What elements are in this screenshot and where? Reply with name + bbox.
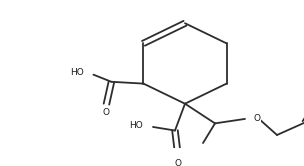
Text: O: O <box>103 108 110 117</box>
Text: HO: HO <box>129 121 143 130</box>
Text: O: O <box>253 114 260 123</box>
Text: HO: HO <box>70 68 83 77</box>
Text: O: O <box>174 159 181 166</box>
